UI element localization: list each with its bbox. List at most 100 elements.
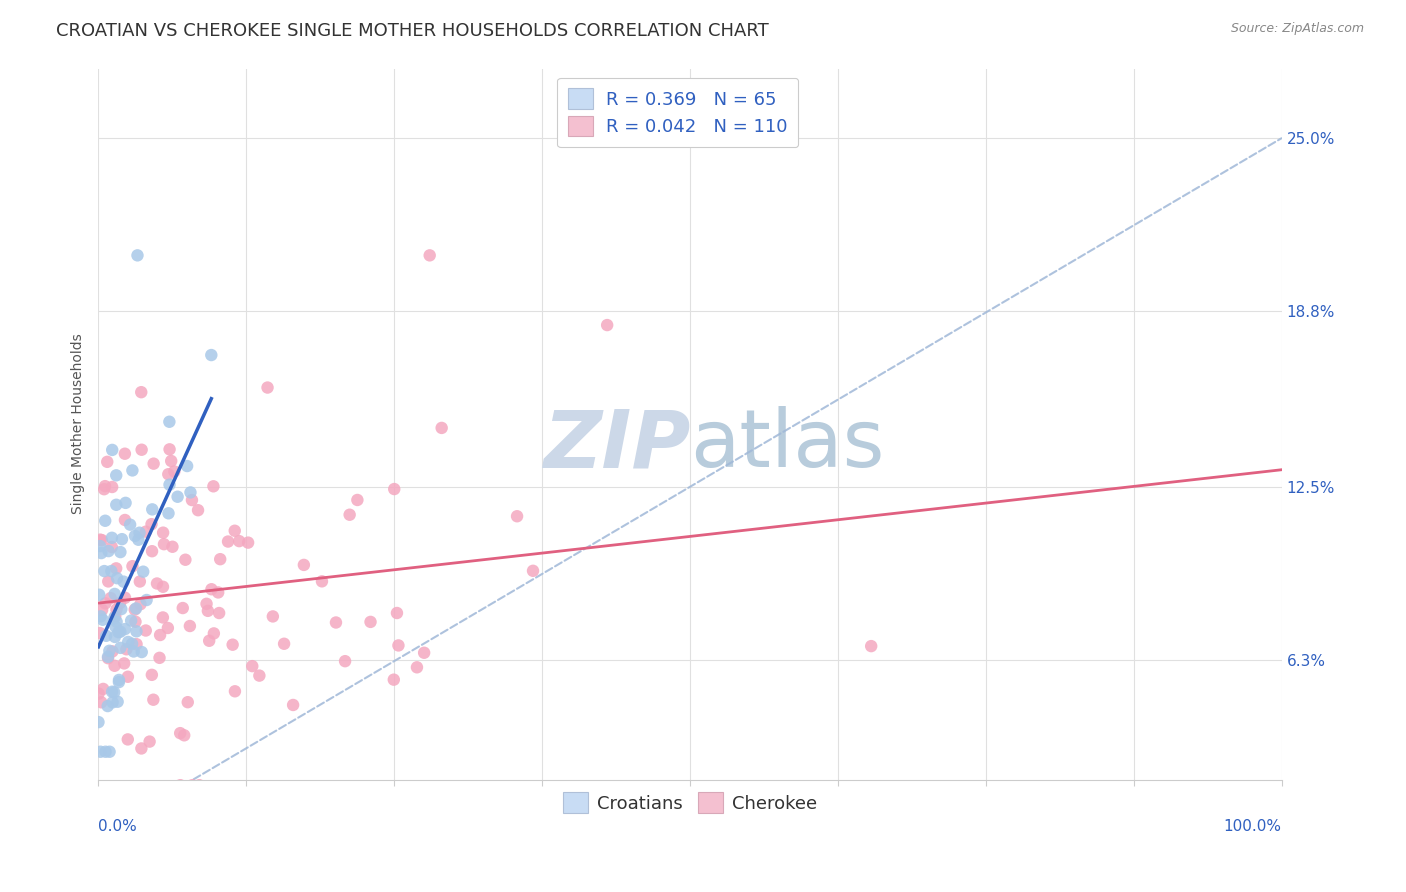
Point (101, 695, 124, 709)
Point (224, 524, 246, 538)
Point (104, 609, 127, 624)
Point (207, 585, 229, 599)
Point (174, 553, 197, 567)
Point (159, 442, 181, 457)
Point (101, 480, 124, 494)
Point (187, 503, 209, 517)
Text: CROATIAN VS CHEROKEE SINGLE MOTHER HOUSEHOLDS CORRELATION CHART: CROATIAN VS CHEROKEE SINGLE MOTHER HOUSE… (56, 22, 769, 40)
Point (195, 597, 218, 611)
Point (114, 513, 136, 527)
Point (247, 668, 270, 682)
Point (107, 625, 129, 640)
Y-axis label: Single Mother Households: Single Mother Households (72, 334, 86, 515)
Point (89, 533, 111, 547)
Point (360, 615, 382, 629)
Point (97, 574, 120, 589)
Point (105, 615, 128, 629)
Point (138, 734, 160, 748)
Point (221, 638, 243, 652)
Point (125, 637, 148, 651)
Point (131, 645, 153, 659)
Point (101, 442, 124, 457)
Point (110, 545, 132, 559)
Point (107, 695, 129, 709)
Point (100, 564, 122, 578)
Point (117, 732, 139, 747)
Point (177, 695, 200, 709)
Point (105, 602, 128, 616)
Point (96, 629, 118, 643)
Point (89, 588, 111, 602)
Point (163, 465, 186, 479)
Point (110, 602, 132, 616)
Legend: Croatians, Cherokee: Croatians, Cherokee (555, 785, 824, 821)
Point (105, 571, 128, 585)
Point (103, 611, 125, 625)
Point (97, 544, 120, 558)
Point (104, 587, 127, 601)
Point (333, 654, 356, 668)
Point (97, 651, 120, 665)
Point (94, 745, 117, 759)
Point (90, 609, 112, 624)
Point (110, 640, 132, 655)
Point (522, 564, 544, 578)
Point (124, 529, 146, 543)
Point (157, 467, 180, 482)
Point (209, 552, 232, 566)
Point (121, 559, 143, 574)
Point (135, 624, 157, 638)
Point (120, 517, 142, 532)
Point (169, 726, 191, 740)
Point (89, 539, 111, 553)
Point (135, 524, 157, 539)
Point (98, 644, 121, 658)
Point (135, 593, 157, 607)
Point (124, 615, 146, 629)
Text: atlas: atlas (690, 407, 884, 484)
Point (89, 626, 111, 640)
Point (104, 620, 127, 634)
Point (200, 348, 222, 362)
Point (101, 540, 124, 554)
Point (202, 479, 225, 493)
Point (596, 318, 619, 332)
Point (110, 624, 132, 639)
Point (131, 741, 153, 756)
Point (128, 574, 150, 589)
Point (108, 596, 131, 610)
Point (93, 482, 115, 496)
Point (114, 591, 136, 605)
Point (141, 668, 163, 682)
Text: ZIP: ZIP (543, 407, 690, 484)
Point (240, 659, 263, 673)
Point (179, 619, 201, 633)
Point (181, 778, 204, 792)
Point (129, 385, 152, 400)
Point (132, 565, 155, 579)
Point (111, 532, 134, 546)
Point (91, 613, 114, 627)
Point (292, 558, 315, 572)
Point (860, 639, 883, 653)
Point (87, 715, 110, 730)
Point (159, 477, 181, 491)
Point (121, 637, 143, 651)
Point (188, 778, 211, 792)
Point (141, 517, 163, 532)
Point (160, 454, 183, 468)
Point (149, 628, 172, 642)
Point (173, 728, 195, 742)
Point (101, 684, 124, 698)
Point (114, 496, 136, 510)
Point (142, 692, 165, 706)
Point (89, 745, 111, 759)
Point (90, 546, 112, 560)
Point (101, 644, 124, 658)
Point (117, 670, 139, 684)
Point (103, 685, 125, 699)
Point (97, 699, 120, 714)
Point (94, 596, 117, 610)
Point (101, 531, 124, 545)
Point (200, 582, 222, 597)
